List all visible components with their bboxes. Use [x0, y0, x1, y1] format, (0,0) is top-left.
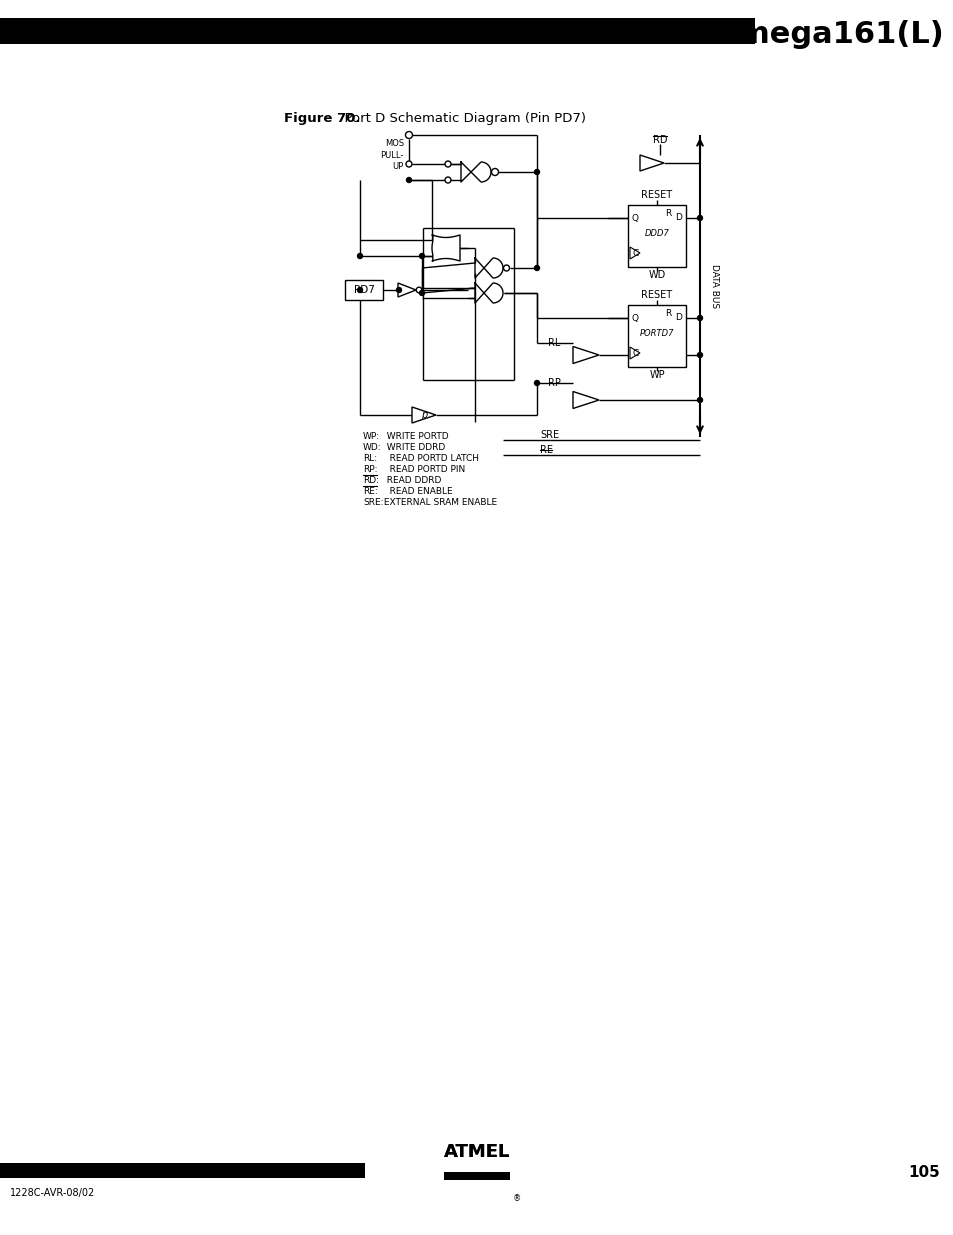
Circle shape [419, 290, 424, 295]
Circle shape [357, 253, 362, 258]
Text: D: D [675, 214, 681, 222]
Text: Figure 70.: Figure 70. [284, 112, 360, 125]
Text: C: C [632, 248, 639, 258]
Circle shape [406, 178, 411, 183]
Text: PORTD7: PORTD7 [639, 330, 674, 338]
Circle shape [534, 380, 539, 385]
Circle shape [534, 169, 539, 174]
Circle shape [503, 266, 509, 270]
Text: READ ENABLE: READ ENABLE [380, 487, 452, 496]
Polygon shape [397, 283, 416, 296]
Circle shape [406, 161, 412, 167]
Circle shape [419, 253, 424, 258]
Circle shape [405, 131, 412, 138]
Circle shape [444, 177, 451, 183]
Text: WD: WD [648, 270, 665, 280]
Text: p: p [420, 410, 427, 420]
Text: Port D Schematic Diagram (Pin PD7): Port D Schematic Diagram (Pin PD7) [335, 112, 585, 125]
Text: Q: Q [631, 314, 638, 322]
Circle shape [697, 398, 701, 403]
Polygon shape [573, 391, 598, 409]
Text: WP:: WP: [363, 432, 379, 441]
Text: D: D [675, 314, 681, 322]
Text: ®: ® [513, 1194, 520, 1203]
Text: DDD7: DDD7 [644, 230, 669, 238]
Text: MOS
PULL-
UP: MOS PULL- UP [380, 140, 403, 170]
Text: WP: WP [648, 370, 664, 380]
Circle shape [416, 288, 421, 293]
Text: PD7: PD7 [354, 285, 374, 295]
Text: SRE:: SRE: [363, 498, 383, 508]
Text: RE: RE [539, 445, 553, 454]
Circle shape [396, 288, 401, 293]
Polygon shape [639, 156, 663, 170]
Polygon shape [629, 347, 639, 359]
Text: 1228C-AVR-08/02: 1228C-AVR-08/02 [10, 1188, 95, 1198]
Polygon shape [412, 408, 436, 424]
Bar [627, 205, 685, 267]
Bar [443, 1172, 510, 1179]
Text: RD:: RD: [363, 475, 378, 485]
Circle shape [444, 161, 451, 167]
Bar [0, 1163, 365, 1178]
Text: READ PORTD PIN: READ PORTD PIN [380, 466, 465, 474]
Text: RD: RD [652, 135, 666, 144]
Circle shape [697, 315, 701, 321]
Circle shape [534, 266, 539, 270]
Text: SRE: SRE [539, 430, 558, 440]
Text: READ DDRD: READ DDRD [380, 475, 441, 485]
Text: RP:: RP: [363, 466, 377, 474]
Polygon shape [573, 347, 598, 363]
Circle shape [697, 352, 701, 357]
Text: ATMEL: ATMEL [443, 1144, 510, 1161]
Text: EXTERNAL SRAM ENABLE: EXTERNAL SRAM ENABLE [380, 498, 497, 508]
Text: ATMEL: ATMEL [443, 1144, 510, 1161]
Text: RE:: RE: [363, 487, 377, 496]
Bar [345, 280, 382, 300]
Text: RL: RL [547, 338, 559, 348]
Bar [627, 305, 685, 367]
Text: Q: Q [631, 214, 638, 222]
Text: RL:: RL: [363, 454, 376, 463]
Text: C: C [632, 348, 639, 357]
Text: R: R [664, 209, 670, 217]
Text: WD:: WD: [363, 443, 381, 452]
Text: ATmega161(L): ATmega161(L) [697, 20, 944, 49]
Text: RESET: RESET [640, 290, 672, 300]
Text: RP: RP [547, 378, 560, 388]
Text: RESET: RESET [640, 190, 672, 200]
Text: R: R [664, 309, 670, 317]
Text: READ PORTD LATCH: READ PORTD LATCH [380, 454, 478, 463]
Circle shape [697, 215, 701, 221]
Text: 105: 105 [907, 1165, 939, 1179]
Circle shape [491, 168, 498, 175]
Polygon shape [629, 247, 639, 259]
Text: WRITE PORTD: WRITE PORTD [380, 432, 448, 441]
Circle shape [357, 288, 362, 293]
Text: DATA BUS: DATA BUS [709, 264, 719, 308]
Bar [0, 19, 754, 44]
Text: WRITE DDRD: WRITE DDRD [380, 443, 445, 452]
